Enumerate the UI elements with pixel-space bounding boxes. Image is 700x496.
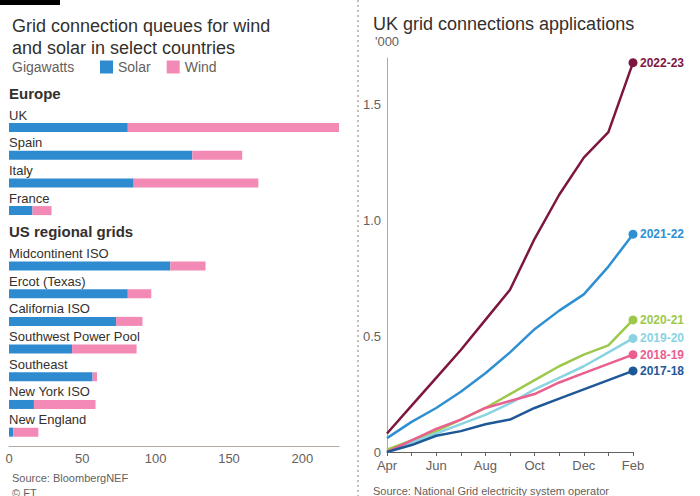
svg-text:200: 200 [291, 451, 313, 466]
svg-text:Oct: Oct [524, 458, 545, 473]
svg-text:Source: National Grid electric: Source: National Grid electricity system… [373, 485, 609, 496]
svg-text:Southeast: Southeast [9, 357, 68, 372]
svg-text:Feb: Feb [622, 458, 644, 473]
svg-text:2018-19: 2018-19 [640, 348, 684, 362]
svg-text:0: 0 [373, 444, 381, 460]
svg-text:© FT: © FT [12, 487, 37, 496]
svg-text:2017-18: 2017-18 [640, 364, 684, 378]
svg-text:Ercot (Texas): Ercot (Texas) [9, 274, 86, 289]
svg-text:Midcontinent ISO: Midcontinent ISO [9, 246, 109, 261]
svg-text:Italy: Italy [9, 163, 33, 178]
svg-text:'000: '000 [375, 34, 399, 49]
svg-text:New York ISO: New York ISO [9, 384, 90, 399]
svg-text:California ISO: California ISO [9, 301, 90, 316]
svg-text:Gigawatts: Gigawatts [12, 59, 74, 75]
svg-text:Dec: Dec [572, 458, 596, 473]
svg-text:Wind: Wind [185, 59, 217, 75]
svg-text:150: 150 [218, 451, 240, 466]
svg-text:2022-23: 2022-23 [640, 56, 684, 70]
svg-text:Source: BloombergNEF: Source: BloombergNEF [12, 472, 128, 484]
svg-text:Aug: Aug [474, 458, 497, 473]
svg-text:UK grid connections applicatio: UK grid connections applications [373, 14, 634, 34]
svg-text:Solar: Solar [118, 59, 151, 75]
svg-text:US regional grids: US regional grids [9, 223, 133, 240]
svg-text:and solar in select countries: and solar in select countries [12, 38, 235, 58]
svg-text:Grid connection queues for win: Grid connection queues for wind [12, 16, 275, 36]
svg-text:0.5: 0.5 [363, 329, 381, 344]
svg-text:UK: UK [9, 108, 27, 123]
svg-text:50: 50 [75, 451, 89, 466]
svg-text:1.0: 1.0 [363, 213, 381, 228]
svg-text:Jun: Jun [426, 458, 447, 473]
svg-text:Apr: Apr [377, 458, 398, 473]
svg-text:2021-22: 2021-22 [640, 227, 684, 241]
svg-text:New England: New England [9, 412, 86, 427]
svg-text:1.5: 1.5 [363, 97, 381, 112]
svg-text:2020-21: 2020-21 [640, 313, 684, 327]
svg-text:Europe: Europe [9, 85, 61, 102]
svg-text:2019-20: 2019-20 [640, 331, 684, 345]
svg-text:Spain: Spain [9, 135, 42, 150]
svg-text:Southwest Power Pool: Southwest Power Pool [9, 329, 140, 344]
svg-text:France: France [9, 191, 49, 206]
svg-text:100: 100 [145, 451, 167, 466]
svg-text:0: 0 [5, 451, 12, 466]
